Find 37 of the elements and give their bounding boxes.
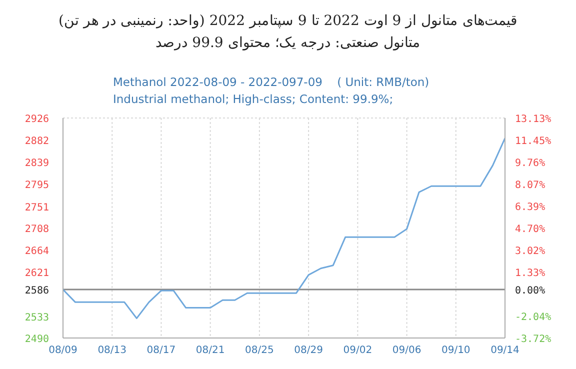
y-tick-label: 2490 — [24, 334, 49, 345]
y2-tick-label: 3.02% — [515, 246, 546, 257]
y2-tick-label: 1.33% — [515, 268, 546, 280]
y-tick-label: 2621 — [24, 268, 49, 279]
chart-title: قیمت‌های متانول از 9 اوت 2022 تا 9 سپتامبر 2022 (واحد: رنمینبی در هر تن) — [57, 12, 519, 29]
x-tick-label: 08/17 — [146, 345, 176, 356]
y2-tick-label: 9.76% — [515, 158, 546, 169]
y2-tick-label: 11.45% — [515, 136, 552, 147]
y-tick-label: 2664 — [24, 246, 49, 258]
y-tick-label: 2751 — [24, 202, 49, 214]
x-tick-label: 09/06 — [392, 345, 422, 356]
text: Industrial methanol; High-class; Content: 99.9%; — [113, 92, 394, 106]
y-tick-label: 2882 — [24, 136, 49, 148]
y2-tick-label: 13.13% — [515, 114, 552, 125]
x-tick-label: 08/29 — [294, 345, 323, 356]
text: Methanol 2022-08-09 - 2022-097-09 ( Unit: RMB/ton) — [113, 75, 430, 89]
y-tick-label: 2839 — [24, 158, 49, 169]
x-tick-label: 08/21 — [196, 345, 225, 356]
y-tick-label: 2586 — [24, 286, 49, 297]
y2-tick-label: 6.39% — [515, 202, 546, 213]
x-tick-label: 09/14 — [490, 345, 520, 356]
y2-tick-label: 4.70% — [515, 224, 546, 236]
y-tick-label: 2795 — [24, 180, 49, 192]
y2-tick-label: -3.72% — [515, 334, 552, 345]
y-tick-label: 2533 — [24, 312, 49, 324]
x-tick-label: 08/25 — [245, 345, 274, 356]
x-tick-label: 09/10 — [441, 345, 470, 356]
x-tick-label: 09/02 — [343, 345, 372, 356]
y2-tick-label: 0.00% — [515, 285, 546, 296]
chart-subtitle: متانول صنعتی: درجه یک؛ محتوای 99.9 درصد — [154, 34, 422, 51]
x-tick-label: 08/09 — [48, 345, 78, 356]
x-tick-label: 08/13 — [98, 345, 127, 356]
y-tick-label: 2708 — [24, 224, 49, 235]
y2-tick-label: -2.04% — [515, 312, 552, 324]
y2-tick-label: 8.07% — [515, 180, 546, 192]
y-tick-label: 2926 — [24, 114, 49, 125]
line-series — [63, 137, 505, 320]
